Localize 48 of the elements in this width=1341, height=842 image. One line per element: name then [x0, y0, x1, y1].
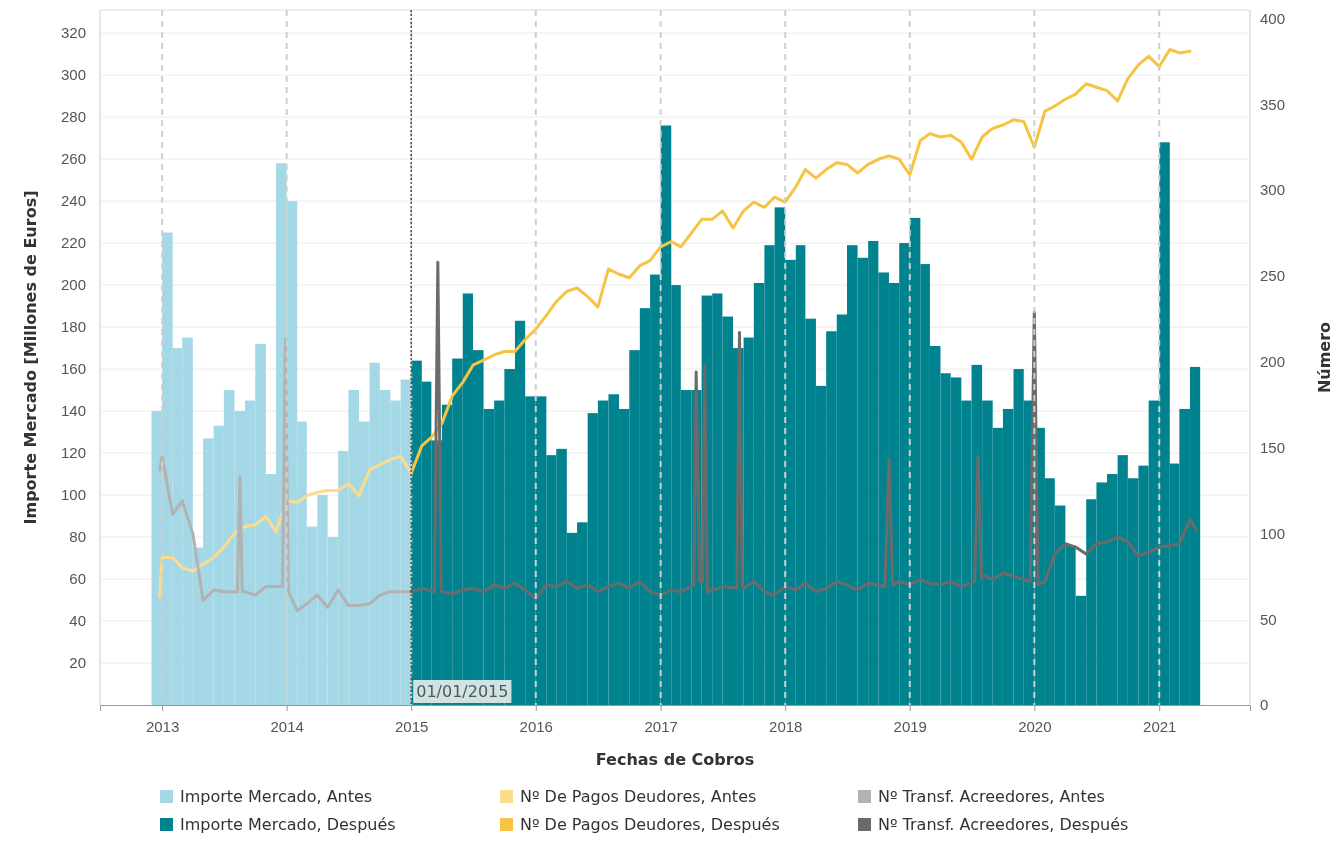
- y-tick-label: 320: [60, 24, 86, 42]
- y-tick-label: 80: [69, 528, 86, 546]
- y-tick-label: 200: [60, 276, 86, 294]
- x-tick-label: 2018: [769, 718, 803, 735]
- x-tick-label: 2015: [395, 718, 429, 735]
- y-tick-label: 180: [60, 318, 86, 336]
- line-series: [158, 337, 413, 613]
- line-series: [409, 47, 1192, 475]
- y2-tick-label: 150: [1260, 438, 1286, 456]
- y2-tick-label: 0: [1260, 696, 1269, 714]
- legend-label: Nº Transf. Acreedores, Antes: [878, 787, 1105, 806]
- y-tick-label: 280: [60, 108, 86, 126]
- y2-tick-label: 200: [1260, 353, 1286, 371]
- x-tick-label: 2014: [270, 718, 304, 735]
- line-series: [158, 454, 413, 599]
- x-tick-label: 2020: [1018, 718, 1052, 735]
- legend-label: Importe Mercado, Antes: [180, 787, 373, 806]
- x-tick-label: 2013: [145, 718, 180, 735]
- y-tick-label: 260: [60, 150, 86, 168]
- x-tick-label: 2019: [893, 718, 927, 735]
- line-series: [409, 260, 1198, 601]
- y-tick-label: 220: [60, 234, 86, 252]
- y2-tick-label: 300: [1260, 181, 1286, 199]
- y2-tick-label: 350: [1260, 95, 1286, 113]
- y-tick-label: 140: [60, 402, 86, 420]
- y-tick-label: 120: [60, 444, 86, 462]
- y-tick-label: 240: [60, 192, 86, 210]
- y-tick-label: 300: [60, 66, 86, 84]
- x-tick-label: 2017: [644, 718, 678, 735]
- legend-label: Nº De Pagos Deudores, Después: [520, 815, 780, 834]
- x-axis-title: Fechas de Cobros: [595, 750, 755, 769]
- ref-line-label: 01/01/2015: [416, 682, 509, 701]
- legend-label: Nº Transf. Acreedores, Después: [878, 815, 1129, 834]
- y-tick-label: 160: [60, 360, 86, 378]
- legend-label: Importe Mercado, Después: [180, 815, 396, 834]
- y-tick-label: 100: [60, 486, 86, 504]
- y-tick-label: 20: [69, 654, 86, 672]
- y2-tick-label: 400: [1260, 9, 1286, 27]
- x-tick-label: 2016: [519, 718, 553, 735]
- y2-tick-label: 50: [1260, 610, 1277, 628]
- x-tick-label: 2021: [1143, 718, 1177, 735]
- legend-label: Nº De Pagos Deudores, Antes: [520, 787, 757, 806]
- y-axis-title: Importe Mercado [Millones de Euros]: [21, 190, 40, 525]
- y-tick-label: 40: [69, 612, 86, 630]
- y2-tick-label: 100: [1260, 524, 1286, 542]
- y2-axis-title: Número: [1315, 321, 1334, 394]
- y2-tick-label: 250: [1260, 267, 1286, 285]
- y-tick-label: 60: [69, 570, 86, 588]
